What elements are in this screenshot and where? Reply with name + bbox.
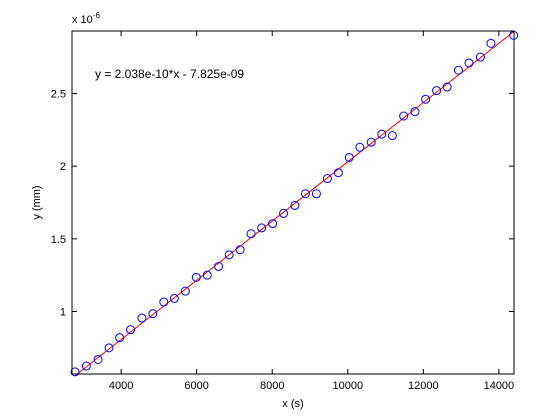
data-point — [366, 137, 376, 147]
data-point — [202, 270, 212, 280]
data-point — [148, 309, 158, 319]
y-tick-label: 2 — [60, 161, 66, 173]
data-point — [224, 250, 234, 260]
y-tick-label: 1.5 — [51, 234, 66, 246]
x-axis-label: x (s) — [282, 398, 303, 410]
x-tick-label: 14000 — [484, 380, 515, 392]
x-tick-label: 8000 — [260, 380, 284, 392]
fit-equation-annotation: y = 2.038e-10*x - 7.825e-09 — [95, 67, 244, 81]
data-point — [322, 174, 332, 184]
data-point — [257, 223, 267, 233]
data-point — [432, 86, 442, 96]
data-point — [410, 107, 420, 117]
x-tick-label: 6000 — [184, 380, 208, 392]
data-point — [377, 129, 387, 139]
data-point — [214, 261, 224, 271]
x-tick-label: 10000 — [332, 380, 363, 392]
data-point — [246, 229, 256, 239]
data-point — [333, 168, 343, 178]
data-point — [279, 208, 289, 218]
data-point — [191, 272, 201, 282]
data-point — [81, 361, 91, 371]
y-axis-label: y (mm) — [31, 185, 43, 219]
data-point — [421, 94, 431, 104]
y-tick-label: 1 — [60, 307, 66, 319]
data-point — [180, 286, 190, 296]
data-point — [355, 142, 365, 152]
data-point — [300, 189, 310, 199]
plot-area — [72, 31, 514, 374]
axes-box — [71, 30, 515, 375]
data-point — [387, 131, 397, 141]
y-tick-label: 2.5 — [51, 88, 66, 100]
data-point — [104, 343, 114, 353]
data-point — [486, 38, 496, 48]
data-point — [115, 333, 125, 343]
data-point — [290, 200, 300, 210]
data-point — [475, 52, 485, 62]
data-point — [442, 82, 452, 92]
data-point — [70, 367, 80, 377]
data-point — [159, 297, 169, 307]
data-point — [137, 313, 147, 323]
x-tick-label: 4000 — [109, 380, 133, 392]
data-point — [311, 189, 321, 199]
data-point — [344, 152, 354, 162]
data-point — [464, 58, 474, 68]
data-point — [453, 65, 463, 75]
data-point — [93, 354, 103, 364]
data-point — [126, 325, 136, 335]
data-point — [235, 245, 245, 255]
data-point — [169, 293, 179, 303]
x-tick-label: 12000 — [408, 380, 439, 392]
y-axis-multiplier: x 10-6 — [72, 11, 100, 26]
data-point — [268, 219, 278, 229]
data-point — [399, 111, 409, 121]
